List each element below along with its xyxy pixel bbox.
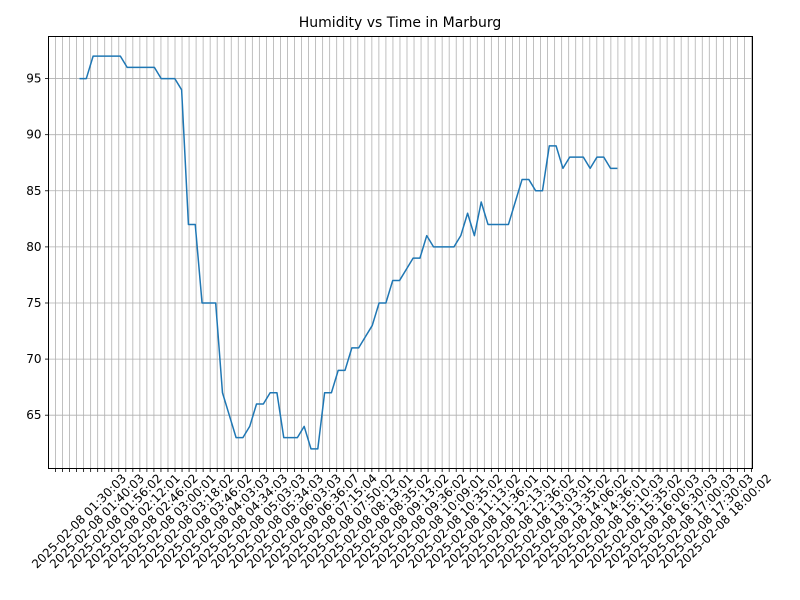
y-tick-label: 70	[26, 352, 41, 366]
humidity-series-line	[79, 55, 618, 450]
chart-title: Humidity vs Time in Marburg	[299, 15, 501, 31]
y-tick-label: 95	[26, 72, 41, 86]
y-tick-label: 80	[26, 240, 41, 254]
y-tick-label: 65	[26, 408, 41, 422]
plot-area-frame	[48, 36, 753, 469]
grid-lines	[48, 36, 753, 469]
y-tick-label: 75	[26, 296, 41, 310]
y-tick-label: 90	[26, 128, 41, 142]
y-tick-label: 85	[26, 184, 41, 198]
y-axis: 65 70 75 80 85 90 95	[26, 72, 49, 422]
